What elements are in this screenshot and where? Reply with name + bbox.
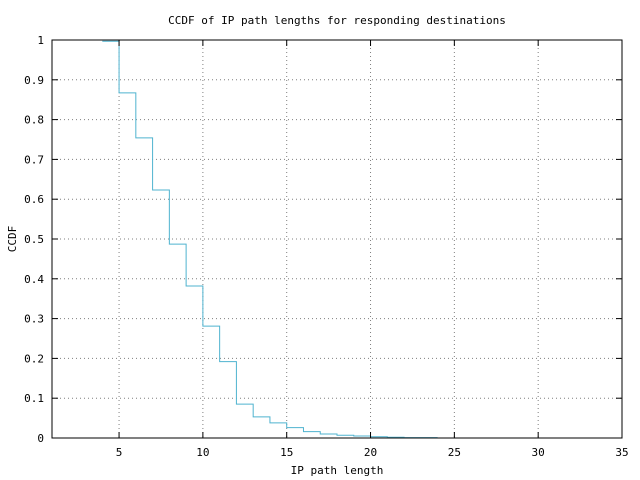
y-tick-label: 1 — [37, 34, 44, 47]
x-axis-label: IP path length — [291, 464, 384, 477]
x-tick-label: 10 — [196, 446, 209, 459]
y-tick-label: 0.5 — [24, 233, 44, 246]
x-tick-label: 35 — [615, 446, 628, 459]
y-tick-label: 0.4 — [24, 273, 44, 286]
y-tick-label: 0.2 — [24, 352, 44, 365]
y-tick-label: 0.1 — [24, 392, 44, 405]
x-tick-label: 5 — [116, 446, 123, 459]
x-tick-label: 15 — [280, 446, 293, 459]
y-tick-label: 0 — [37, 432, 44, 445]
y-axis-label: CCDF — [6, 226, 19, 253]
x-tick-label: 25 — [448, 446, 461, 459]
y-tick-label: 0.9 — [24, 74, 44, 87]
x-tick-label: 30 — [532, 446, 545, 459]
y-tick-label: 0.3 — [24, 313, 44, 326]
y-tick-label: 0.8 — [24, 114, 44, 127]
y-tick-label: 0.7 — [24, 153, 44, 166]
x-tick-label: 20 — [364, 446, 377, 459]
chart-title: CCDF of IP path lengths for responding d… — [168, 14, 506, 27]
y-tick-label: 0.6 — [24, 193, 44, 206]
